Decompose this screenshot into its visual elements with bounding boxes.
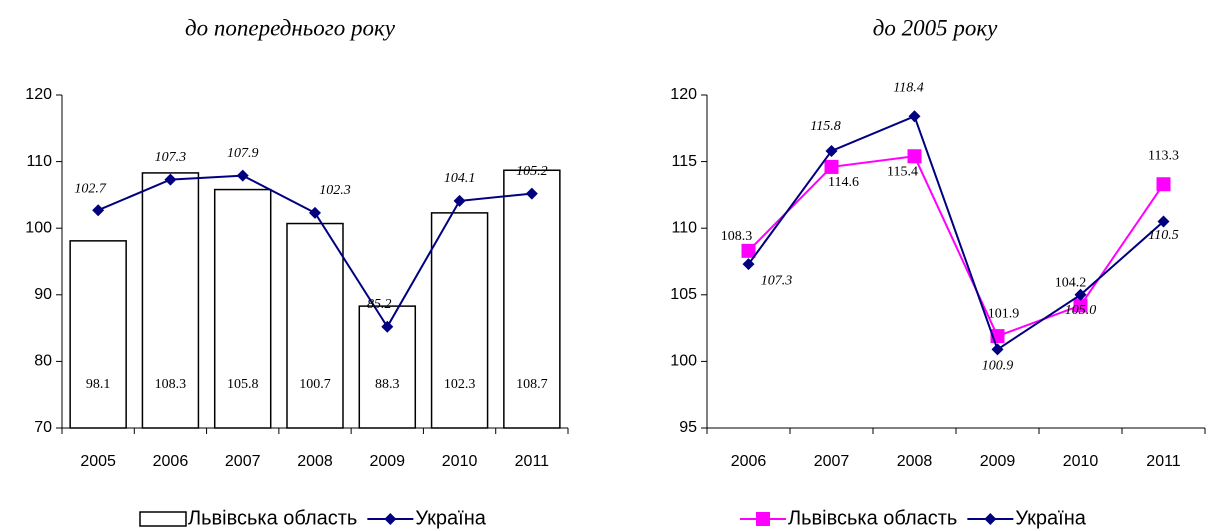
legend-label: Львівська область	[788, 507, 957, 529]
data-label: 110.5	[1148, 228, 1178, 243]
marker	[1156, 177, 1171, 192]
line	[747, 155, 1165, 338]
legend-marker	[384, 513, 397, 525]
x-tick-label: 2007	[814, 453, 850, 470]
marker	[742, 258, 755, 271]
x-tick-label: 2007	[225, 453, 261, 470]
data-label: 102.7	[74, 181, 107, 196]
data-label: 107.3	[761, 273, 793, 288]
legend-marker	[756, 512, 770, 526]
data-label: 85.2	[367, 297, 392, 312]
data-label: 115.8	[810, 119, 840, 134]
data-label: 104.1	[444, 171, 476, 186]
y-tick-label: 90	[34, 286, 52, 303]
marker	[991, 343, 1004, 356]
data-label: 102.3	[444, 377, 476, 392]
data-label: 115.4	[887, 164, 918, 179]
x-tick-label: 2009	[369, 453, 405, 470]
x-tick-label: 2010	[442, 453, 478, 470]
y-tick-label: 105	[670, 286, 697, 303]
y-tick-label: 70	[34, 419, 52, 436]
x-tick-label: 2009	[980, 453, 1016, 470]
marker	[381, 320, 394, 333]
y-tick-label: 95	[679, 419, 697, 436]
data-label: 100.7	[299, 377, 331, 392]
data-label: 105.0	[1065, 303, 1097, 318]
data-label: 113.3	[1148, 148, 1179, 163]
bar	[503, 169, 561, 429]
marker	[525, 187, 538, 200]
legend-label: Україна	[415, 507, 486, 529]
marker	[309, 206, 321, 219]
data-label: 107.9	[227, 146, 259, 161]
y-tick-label: 100	[670, 353, 697, 370]
y-tick-label: 120	[25, 86, 52, 103]
data-label: 88.3	[375, 377, 400, 392]
x-tick-label: 2006	[153, 453, 189, 470]
legend-marker	[984, 513, 997, 525]
y-tick-label: 110	[671, 219, 697, 236]
y-tick-label: 120	[670, 86, 697, 103]
marker	[1073, 298, 1088, 313]
x-tick-label: 2006	[731, 453, 767, 470]
marker	[1074, 288, 1087, 301]
marker	[825, 144, 838, 157]
marker	[908, 110, 921, 123]
legend-swatch	[139, 511, 187, 527]
bar	[430, 212, 489, 429]
bar	[69, 240, 127, 429]
bar	[141, 172, 200, 429]
y-tick-label: 110	[26, 153, 52, 170]
data-label: 98.1	[86, 377, 111, 392]
x-tick-label: 2011	[1146, 453, 1181, 470]
data-label: 105.2	[516, 164, 548, 179]
data-label: 102.3	[319, 183, 351, 198]
marker	[92, 204, 105, 217]
data-label: 104.2	[1055, 276, 1087, 291]
data-label: 108.3	[155, 377, 187, 392]
data-label: 118.4	[893, 81, 923, 96]
marker	[453, 194, 466, 207]
data-label: 107.3	[155, 150, 187, 165]
data-label: 105.8	[227, 377, 259, 392]
x-tick-label: 2005	[80, 453, 116, 470]
x-tick-label: 2011	[515, 453, 550, 470]
data-label: 101.9	[988, 306, 1020, 321]
x-tick-label: 2010	[1063, 453, 1099, 470]
data-label: 108.3	[721, 229, 753, 244]
marker	[1157, 215, 1170, 228]
marker	[236, 169, 249, 182]
x-tick-label: 2008	[297, 453, 333, 470]
x-tick-label: 2008	[897, 453, 933, 470]
data-label: 114.6	[828, 175, 859, 190]
marker	[824, 159, 839, 174]
y-tick-label: 80	[34, 353, 52, 370]
bar	[286, 222, 344, 429]
data-label: 100.9	[982, 359, 1014, 374]
legend-label: Україна	[1015, 507, 1086, 529]
line	[747, 114, 1165, 351]
data-label: 108.7	[516, 377, 548, 392]
marker	[741, 243, 756, 258]
bar	[213, 188, 272, 429]
legend-label: Львівська область	[188, 507, 357, 529]
chart-title: до попереднього року	[185, 15, 396, 40]
chart-title: до 2005 року	[873, 15, 998, 40]
marker	[907, 149, 922, 164]
y-tick-label: 100	[25, 219, 52, 236]
y-tick-label: 115	[671, 153, 697, 170]
marker	[164, 173, 177, 186]
